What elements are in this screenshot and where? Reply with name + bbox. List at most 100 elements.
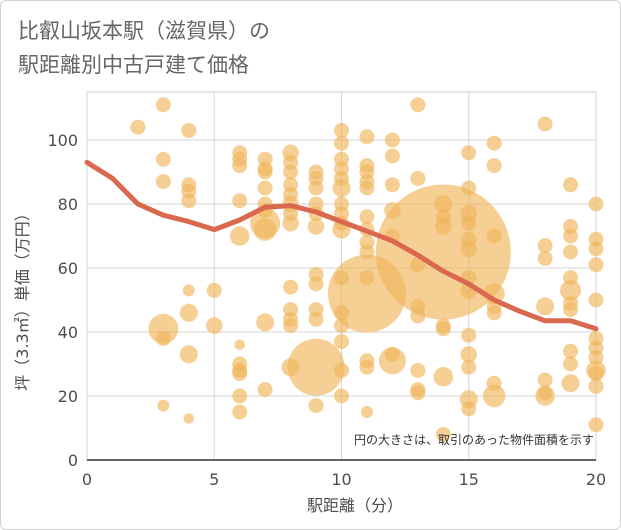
data-point: [206, 282, 222, 298]
data-point: [257, 382, 273, 398]
data-point: [307, 218, 325, 235]
data-point: [537, 250, 553, 266]
data-point: [486, 228, 502, 244]
data-point: [334, 388, 349, 404]
data-point: [283, 318, 299, 334]
data-point: [563, 177, 579, 193]
data-point: [461, 215, 477, 231]
data-point: [229, 226, 250, 246]
data-point: [461, 327, 477, 343]
y-tick-label: 60: [58, 259, 78, 278]
data-point: [256, 313, 275, 332]
data-point: [537, 238, 553, 254]
data-point: [232, 366, 248, 382]
data-point: [375, 184, 511, 320]
data-point: [588, 417, 604, 433]
data-point: [410, 170, 426, 186]
data-point: [563, 228, 579, 244]
data-point: [308, 398, 324, 414]
data-point: [384, 132, 400, 148]
data-point: [232, 388, 248, 404]
y-tick-label: 40: [58, 323, 78, 342]
data-point: [359, 129, 375, 145]
axes: 0 5 10 15 20 0 20 40 60 80 100: [47, 131, 606, 489]
data-point: [155, 97, 171, 113]
data-point: [563, 343, 579, 359]
data-point: [460, 346, 477, 363]
y-tick-label: 0: [68, 451, 78, 470]
data-point: [283, 279, 299, 295]
data-point: [563, 244, 579, 260]
data-point: [486, 305, 502, 321]
data-point: [561, 374, 580, 393]
data-point: [461, 359, 477, 375]
data-point: [232, 404, 248, 420]
data-point: [157, 399, 170, 412]
data-point: [359, 180, 375, 196]
bubbles: [130, 97, 606, 442]
data-point: [536, 297, 555, 316]
data-point: [181, 193, 197, 209]
data-point: [232, 158, 248, 174]
data-point: [179, 303, 198, 322]
y-tick-label: 100: [47, 131, 78, 150]
x-tick-label: 5: [209, 470, 219, 489]
data-point: [535, 386, 555, 406]
data-point: [588, 257, 604, 273]
data-point: [155, 151, 171, 167]
data-point: [384, 148, 400, 164]
data-point: [287, 338, 345, 396]
data-point: [588, 196, 604, 212]
data-point: [461, 401, 477, 417]
data-point: [155, 330, 171, 346]
data-point: [537, 372, 553, 388]
data-point: [257, 180, 273, 196]
data-point: [486, 158, 502, 174]
data-point: [410, 385, 426, 401]
data-point: [155, 174, 171, 190]
size-note: 円の大きさは、取引のあった物件面積を示す: [354, 432, 594, 447]
data-point: [308, 180, 324, 196]
data-point: [234, 339, 245, 351]
data-point: [537, 116, 553, 132]
data-point: [560, 279, 582, 301]
data-point: [334, 135, 349, 151]
x-tick-label: 20: [586, 470, 606, 489]
data-point: [179, 345, 198, 364]
data-point: [253, 218, 277, 241]
data-point: [410, 97, 426, 113]
data-point: [359, 209, 375, 225]
data-point: [282, 214, 299, 232]
data-point: [181, 122, 197, 138]
data-point: [384, 177, 400, 193]
data-point: [588, 292, 604, 308]
x-tick-label: 0: [82, 470, 92, 489]
data-point: [563, 356, 579, 372]
data-point: [257, 164, 273, 180]
data-point: [461, 145, 477, 161]
data-point: [461, 180, 477, 196]
data-point: [206, 317, 223, 334]
chart-title-line2: 駅距離別中古戸建て価格: [18, 53, 249, 77]
data-point: [308, 311, 324, 327]
data-point: [332, 179, 351, 197]
data-point: [588, 350, 604, 366]
data-point: [183, 413, 195, 424]
chart-title: 比叡山坂本駅（滋賀県）の 駅距離別中古戸建て価格: [18, 14, 270, 82]
data-point: [482, 384, 506, 408]
data-point: [435, 321, 451, 337]
y-tick-label: 80: [58, 195, 78, 214]
data-point: [334, 122, 349, 138]
data-point: [359, 359, 375, 375]
data-point: [148, 313, 179, 344]
data-point: [308, 276, 324, 292]
data-point: [588, 241, 604, 257]
data-point: [588, 366, 604, 382]
data-point: [130, 119, 146, 135]
data-point: [460, 240, 477, 258]
trend-line: [84, 159, 599, 332]
data-point: [182, 284, 195, 297]
data-point: [384, 346, 400, 362]
x-axis-title: 駅距離（分）: [307, 496, 403, 515]
